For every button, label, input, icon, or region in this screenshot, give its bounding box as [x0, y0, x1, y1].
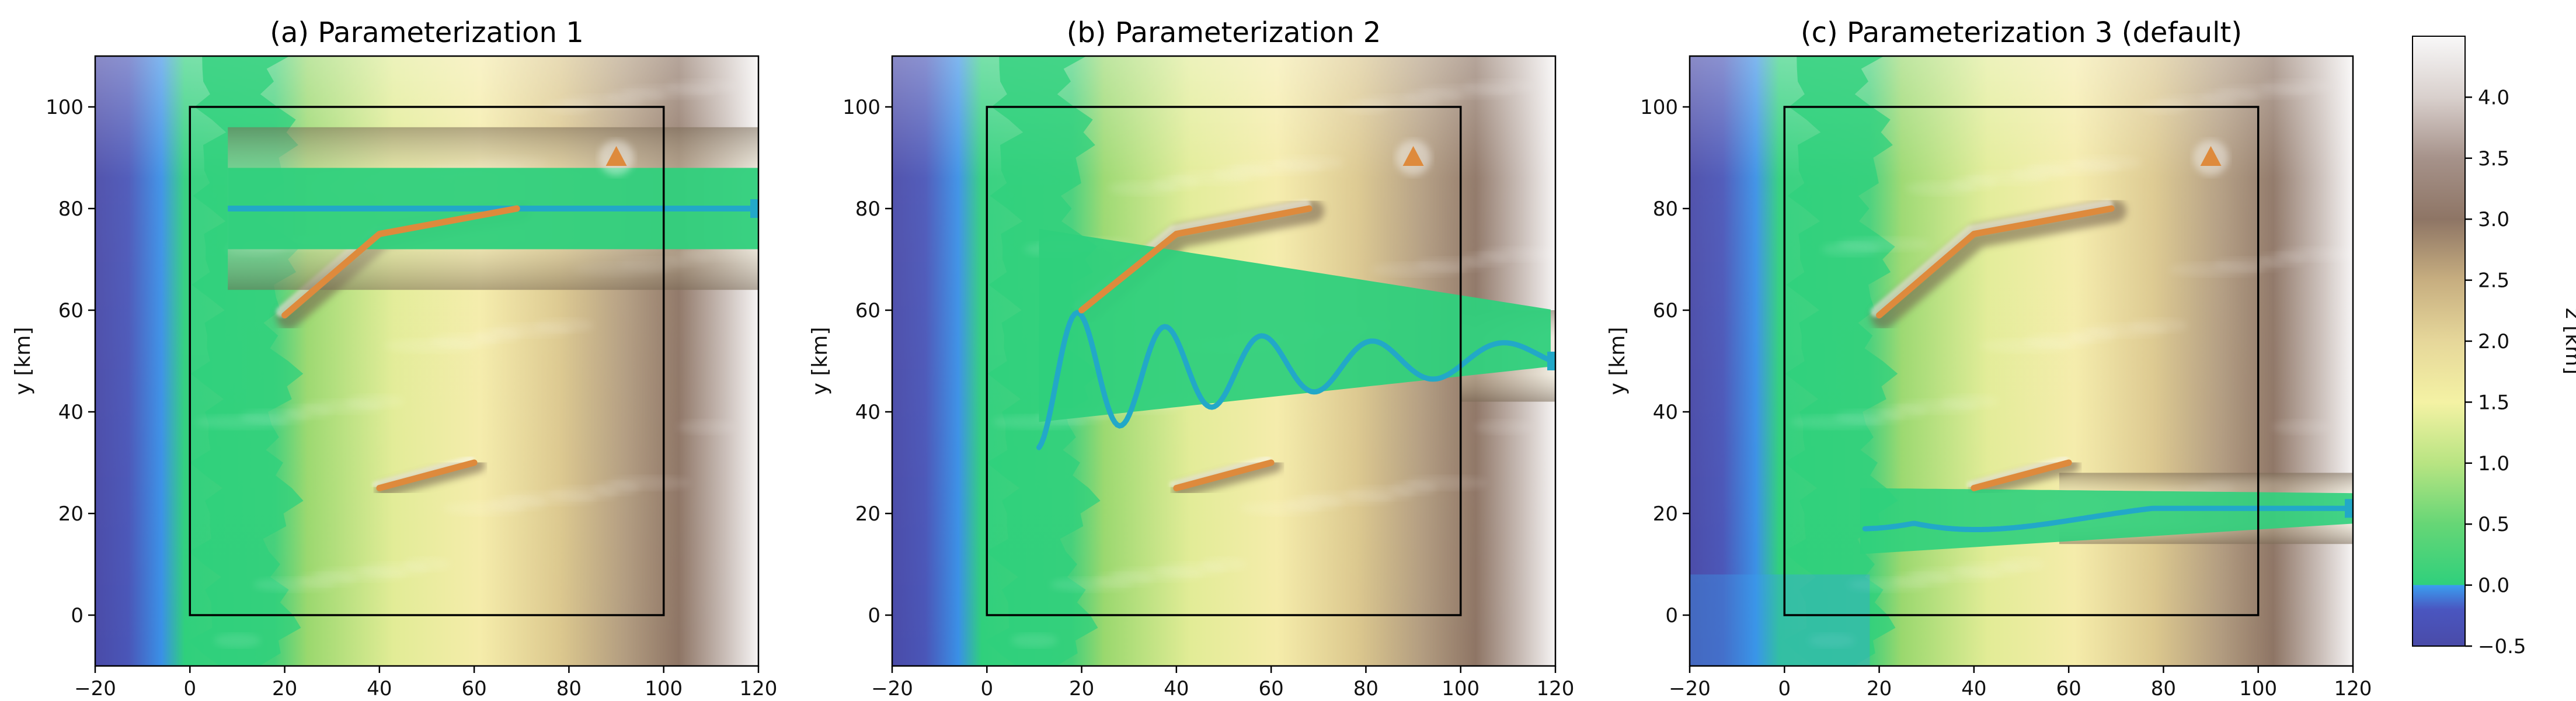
axes-frame	[1689, 55, 2354, 667]
colorbar-tick-label: 0.5	[2478, 513, 2509, 536]
terrain-map	[95, 56, 758, 666]
x-tick-label: 100	[645, 677, 683, 700]
x-tick-label: −20	[74, 677, 116, 700]
channel-line	[1862, 505, 2353, 532]
y-tick-label: 100	[1640, 96, 1678, 119]
panel-title: (a) Parameterization 1	[270, 16, 584, 49]
x-tick-label: 60	[2056, 677, 2081, 700]
peak-marker	[605, 146, 627, 166]
x-tick-label: 0	[1778, 677, 1791, 700]
y-tick-label: 0	[1665, 604, 1678, 627]
x-tick-label: 20	[1867, 677, 1892, 700]
x-tick-label: 40	[367, 677, 392, 700]
y-tick-label: 20	[58, 502, 83, 526]
peak-marker	[2200, 146, 2222, 166]
x-tick-label: 40	[1961, 677, 1986, 700]
y-tick-label: 60	[58, 299, 83, 322]
outlet-marker	[2345, 499, 2353, 518]
y-axis-label: y [km]	[808, 327, 832, 395]
x-tick-label: 20	[272, 677, 297, 700]
x-tick-label: 120	[2334, 677, 2372, 700]
colorbar-tick-label: 2.5	[2478, 269, 2509, 293]
colorbar-tick-label: 3.0	[2478, 208, 2509, 231]
panel-2: −20 0 20 40 60 80 100 120 0 20 40 60 80 100 (b) Parame…	[808, 16, 1575, 700]
y-tick-label: 80	[1653, 197, 1678, 221]
x-tick-label: 80	[556, 677, 582, 700]
colorbar-gradient	[2412, 36, 2466, 647]
outlet-marker	[1547, 352, 1555, 370]
panel-3: −20 0 20 40 60 80 100 120 0 20 40 60 80 100 (c) Parame…	[1606, 16, 2372, 700]
peak-marker	[1402, 146, 1424, 166]
panel-title: (b) Parameterization 2	[1067, 16, 1381, 49]
x-tick-label: −20	[1669, 677, 1711, 700]
colorbar-tick-label: 1.5	[2478, 391, 2509, 414]
y-tick-label: 100	[843, 96, 880, 119]
ridge-line	[1173, 459, 1275, 491]
inundation-zone	[1860, 488, 2353, 554]
x-tick-label: 20	[1069, 677, 1094, 700]
y-tick-label: 60	[1653, 299, 1678, 322]
x-tick-label: 100	[1442, 677, 1480, 700]
panel-title: (c) Parameterization 3 (default)	[1801, 16, 2242, 49]
y-tick-label: 40	[58, 401, 83, 424]
y-tick-label: 40	[855, 401, 880, 424]
domain-box	[986, 106, 1462, 616]
y-tick-label: 40	[1653, 401, 1678, 424]
outlet-marker	[750, 199, 758, 218]
x-tick-label: 100	[2239, 677, 2277, 700]
colorbar-tick-label: 3.5	[2478, 147, 2509, 171]
ridge-line	[376, 459, 478, 491]
channel-line	[1036, 310, 1555, 450]
y-tick-label: 80	[58, 197, 83, 221]
colorbar-tick-label: 4.0	[2478, 86, 2509, 109]
colorbar-label: z [km]	[2561, 308, 2576, 374]
ridge-line	[1876, 205, 2115, 319]
x-tick-label: 60	[1259, 677, 1284, 700]
y-tick-label: 20	[1653, 502, 1678, 526]
x-tick-label: 0	[980, 677, 993, 700]
x-tick-label: 0	[183, 677, 196, 700]
y-tick-label: 0	[71, 604, 83, 627]
y-axis-label: y [km]	[11, 327, 35, 395]
terrain-map	[1690, 56, 2353, 666]
x-tick-label: 80	[1353, 677, 1378, 700]
panel-1: −20 0 20 40 60 80 100 120 0 20 40 60 80 100 (a) Parame…	[11, 16, 778, 700]
axes-frame	[94, 55, 760, 667]
x-tick-label: −20	[871, 677, 913, 700]
x-tick-label: 80	[2151, 677, 2176, 700]
ridge-line	[1971, 459, 2072, 491]
domain-box	[189, 106, 665, 616]
x-tick-label: 120	[1537, 677, 1575, 700]
x-tick-label: 40	[1164, 677, 1189, 700]
y-axis-label: y [km]	[1606, 327, 1630, 395]
y-tick-label: 100	[46, 96, 83, 119]
colorbar-tick-label: 2.0	[2478, 330, 2509, 353]
x-tick-label: 60	[462, 677, 487, 700]
ridge-line	[281, 205, 520, 319]
terrain-map	[892, 56, 1555, 666]
channel-line	[228, 206, 758, 211]
ridge-line	[1078, 205, 1313, 314]
colorbar: −0.5 0.0 0.5 1.0 1.5 2.0 2.5 3.0 3.5 4.0 z [km]	[2412, 36, 2576, 658]
axes-frame	[891, 55, 1557, 667]
domain-box	[1783, 106, 2260, 616]
y-tick-label: 60	[855, 299, 880, 322]
colorbar-tick-label: 0.0	[2478, 574, 2509, 598]
colorbar-tick-label: −0.5	[2478, 635, 2526, 658]
y-tick-label: 20	[855, 502, 880, 526]
colorbar-tick-label: 1.0	[2478, 452, 2509, 476]
inundation-zone	[1039, 228, 1551, 422]
y-tick-label: 0	[868, 604, 880, 627]
y-tick-label: 80	[855, 197, 880, 221]
x-tick-label: 120	[740, 677, 778, 700]
